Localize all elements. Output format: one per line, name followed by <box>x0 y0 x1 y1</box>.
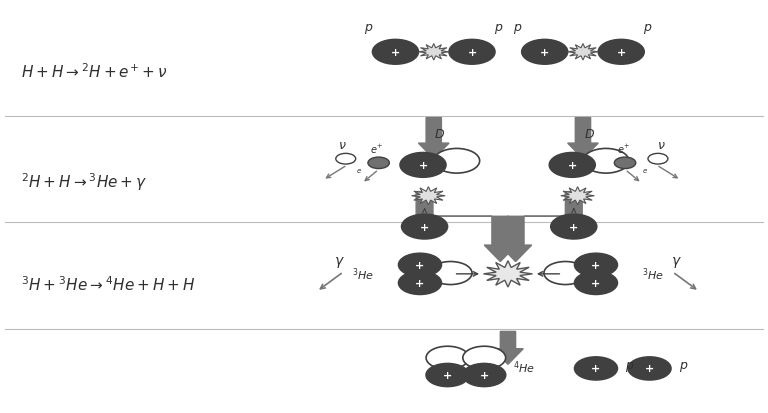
Text: +: + <box>540 47 549 58</box>
Polygon shape <box>561 187 594 205</box>
Text: $p$: $p$ <box>679 359 688 373</box>
Text: $\gamma$: $\gamma$ <box>671 254 682 269</box>
Text: +: + <box>391 47 400 58</box>
Text: $\nu$: $\nu$ <box>338 139 346 152</box>
Circle shape <box>368 158 389 169</box>
Circle shape <box>463 363 505 387</box>
Circle shape <box>598 40 644 65</box>
Text: $D$: $D$ <box>584 128 594 141</box>
Circle shape <box>574 272 617 295</box>
Text: ${}^{3}H + {}^{3}He \rightarrow {}^{4}He + H + H$: ${}^{3}H + {}^{3}He \rightarrow {}^{4}He… <box>21 275 195 294</box>
Polygon shape <box>412 187 445 205</box>
Text: $p$: $p$ <box>644 22 653 36</box>
Text: ${}^{2}H + H \rightarrow {}^{3}He + \gamma$: ${}^{2}H + H \rightarrow {}^{3}He + \gam… <box>21 171 147 193</box>
Polygon shape <box>499 192 582 262</box>
Circle shape <box>628 357 671 380</box>
Text: +: + <box>420 222 429 232</box>
Text: +: + <box>443 370 452 380</box>
Text: +: + <box>419 161 428 171</box>
FancyArrow shape <box>419 118 449 159</box>
Text: $e$: $e$ <box>356 167 362 175</box>
Circle shape <box>429 262 472 285</box>
Text: $H + H \rightarrow {}^{2}H + e^{+} + \nu$: $H + H \rightarrow {}^{2}H + e^{+} + \nu… <box>21 62 167 81</box>
Polygon shape <box>568 45 598 61</box>
Text: +: + <box>568 161 577 171</box>
FancyArrow shape <box>492 332 523 364</box>
Polygon shape <box>484 261 532 287</box>
Text: $e^{+}$: $e^{+}$ <box>617 142 631 155</box>
Text: +: + <box>569 222 578 232</box>
Text: $\gamma$: $\gamma$ <box>334 254 345 269</box>
Text: +: + <box>415 278 425 288</box>
Polygon shape <box>419 45 449 61</box>
Circle shape <box>449 40 495 65</box>
Text: $p$: $p$ <box>625 359 634 373</box>
Circle shape <box>372 40 419 65</box>
Circle shape <box>426 363 469 387</box>
Text: +: + <box>591 260 601 270</box>
Text: $e^{+}$: $e^{+}$ <box>370 142 384 155</box>
Circle shape <box>648 154 668 165</box>
Circle shape <box>399 272 442 295</box>
Text: $D$: $D$ <box>435 128 445 141</box>
Text: $\nu$: $\nu$ <box>657 139 666 152</box>
Text: ${}^{3}He$: ${}^{3}He$ <box>642 266 664 282</box>
Polygon shape <box>416 192 516 262</box>
Text: ${}^{4}He$: ${}^{4}He$ <box>513 358 535 375</box>
Circle shape <box>583 149 629 174</box>
Text: ${}^{3}He$: ${}^{3}He$ <box>352 266 374 282</box>
Circle shape <box>544 262 587 285</box>
Text: +: + <box>468 47 477 58</box>
Text: $p$: $p$ <box>513 22 522 36</box>
Circle shape <box>400 153 446 178</box>
Circle shape <box>402 215 448 239</box>
Circle shape <box>463 347 505 369</box>
Text: +: + <box>645 363 654 373</box>
Text: +: + <box>415 260 425 270</box>
Text: +: + <box>591 363 601 373</box>
Text: +: + <box>617 47 626 58</box>
Text: $p$: $p$ <box>364 22 373 36</box>
Circle shape <box>426 347 469 369</box>
FancyArrow shape <box>568 118 598 159</box>
Circle shape <box>336 154 356 165</box>
Circle shape <box>399 254 442 277</box>
Text: +: + <box>480 370 489 380</box>
Text: $p$: $p$ <box>494 22 504 36</box>
Text: +: + <box>591 278 601 288</box>
Circle shape <box>549 153 595 178</box>
Circle shape <box>434 149 480 174</box>
Circle shape <box>574 254 617 277</box>
Circle shape <box>574 357 617 380</box>
Circle shape <box>551 215 597 239</box>
Text: $e$: $e$ <box>642 167 648 175</box>
Circle shape <box>614 158 636 169</box>
Circle shape <box>521 40 568 65</box>
